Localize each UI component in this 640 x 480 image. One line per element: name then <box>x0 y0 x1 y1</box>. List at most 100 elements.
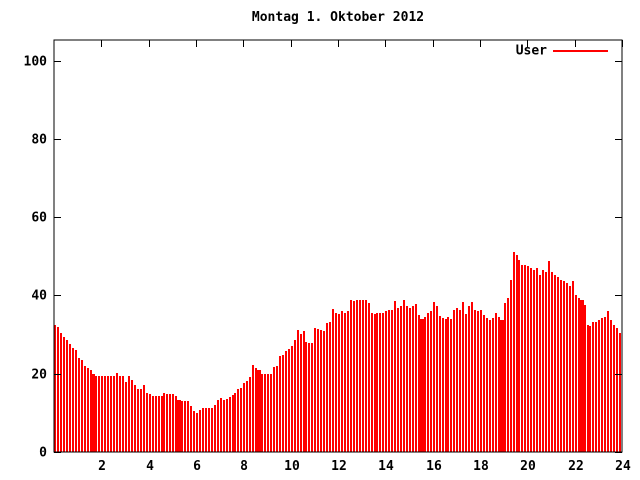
bar <box>113 376 115 452</box>
bar <box>81 360 83 452</box>
bar <box>276 366 278 452</box>
bar <box>510 280 512 452</box>
bar <box>137 389 139 452</box>
bar <box>569 286 571 452</box>
bar <box>462 302 464 452</box>
bar <box>619 333 621 452</box>
bar <box>456 308 458 452</box>
bar <box>72 348 74 452</box>
bar <box>158 396 160 452</box>
bar <box>406 306 408 452</box>
y-tick-label: 80 <box>31 132 47 148</box>
bar <box>598 320 600 452</box>
bar <box>116 373 118 452</box>
bar <box>415 304 417 452</box>
bar <box>282 355 284 452</box>
bar <box>554 275 556 452</box>
bar <box>75 350 77 452</box>
bar <box>356 300 358 452</box>
y-tick-label: 0 <box>39 445 47 461</box>
x-tick-label: 18 <box>473 459 489 474</box>
bar <box>409 308 411 452</box>
bar <box>320 330 322 452</box>
bar <box>335 313 337 452</box>
bar <box>161 396 163 452</box>
bar <box>184 401 186 452</box>
bar <box>341 311 343 452</box>
bar <box>498 317 500 452</box>
bar <box>359 300 361 452</box>
bar <box>516 255 518 452</box>
bar <box>557 277 559 452</box>
bar <box>257 370 261 452</box>
bar <box>125 382 127 452</box>
bar <box>513 252 515 452</box>
bar <box>66 340 68 452</box>
bar <box>427 313 429 452</box>
bar <box>468 306 470 452</box>
bar <box>297 330 299 452</box>
bar <box>545 272 547 452</box>
bar <box>317 329 319 452</box>
bar <box>291 346 293 452</box>
bar <box>240 388 242 452</box>
bar <box>368 303 370 452</box>
bar <box>403 300 405 452</box>
bar <box>353 301 355 452</box>
bar <box>205 408 207 452</box>
x-tick-label: 6 <box>193 459 201 474</box>
bar <box>288 349 290 452</box>
bar <box>580 300 584 452</box>
bar <box>465 314 467 452</box>
x-tick-label: 8 <box>240 459 248 474</box>
bar <box>243 383 245 452</box>
bar <box>391 310 393 452</box>
y-tick-label: 60 <box>31 210 47 226</box>
bar <box>146 393 148 452</box>
bar <box>507 298 509 452</box>
bar <box>474 310 476 452</box>
x-tick-label: 4 <box>146 459 154 474</box>
bar <box>439 316 441 452</box>
bar <box>430 311 432 452</box>
bar <box>226 399 228 452</box>
bar <box>533 270 535 452</box>
bar <box>350 300 352 452</box>
bar <box>445 319 447 452</box>
bar <box>548 261 550 452</box>
bar <box>308 343 310 452</box>
bar <box>131 380 133 452</box>
bar <box>208 408 210 452</box>
bar <box>134 385 136 452</box>
bar <box>536 268 538 452</box>
bar <box>524 265 526 452</box>
x-tick-label: 24 <box>615 459 631 474</box>
legend-line-sample <box>553 50 608 52</box>
legend-label: User <box>515 43 547 59</box>
bar <box>84 366 86 452</box>
bar <box>128 376 130 452</box>
bar <box>311 343 313 452</box>
bar <box>229 397 231 452</box>
bar <box>379 313 381 452</box>
bar <box>412 306 414 452</box>
bar <box>595 322 597 452</box>
bar <box>371 313 373 452</box>
bar <box>326 323 328 452</box>
bar <box>542 270 544 452</box>
x-tick-label: 20 <box>520 459 536 474</box>
chart-title: Montag 1. Oktober 2012 <box>251 10 425 25</box>
bar <box>255 368 257 452</box>
bar <box>249 377 251 452</box>
bar <box>420 319 424 452</box>
x-tick-label: 2 <box>98 459 106 474</box>
bar <box>163 393 165 452</box>
bar <box>388 310 390 452</box>
bar <box>91 374 95 452</box>
bar <box>190 406 192 452</box>
bar <box>382 313 384 452</box>
bar <box>232 395 234 452</box>
bar <box>551 272 553 452</box>
bar <box>566 283 568 452</box>
bar <box>273 367 275 452</box>
